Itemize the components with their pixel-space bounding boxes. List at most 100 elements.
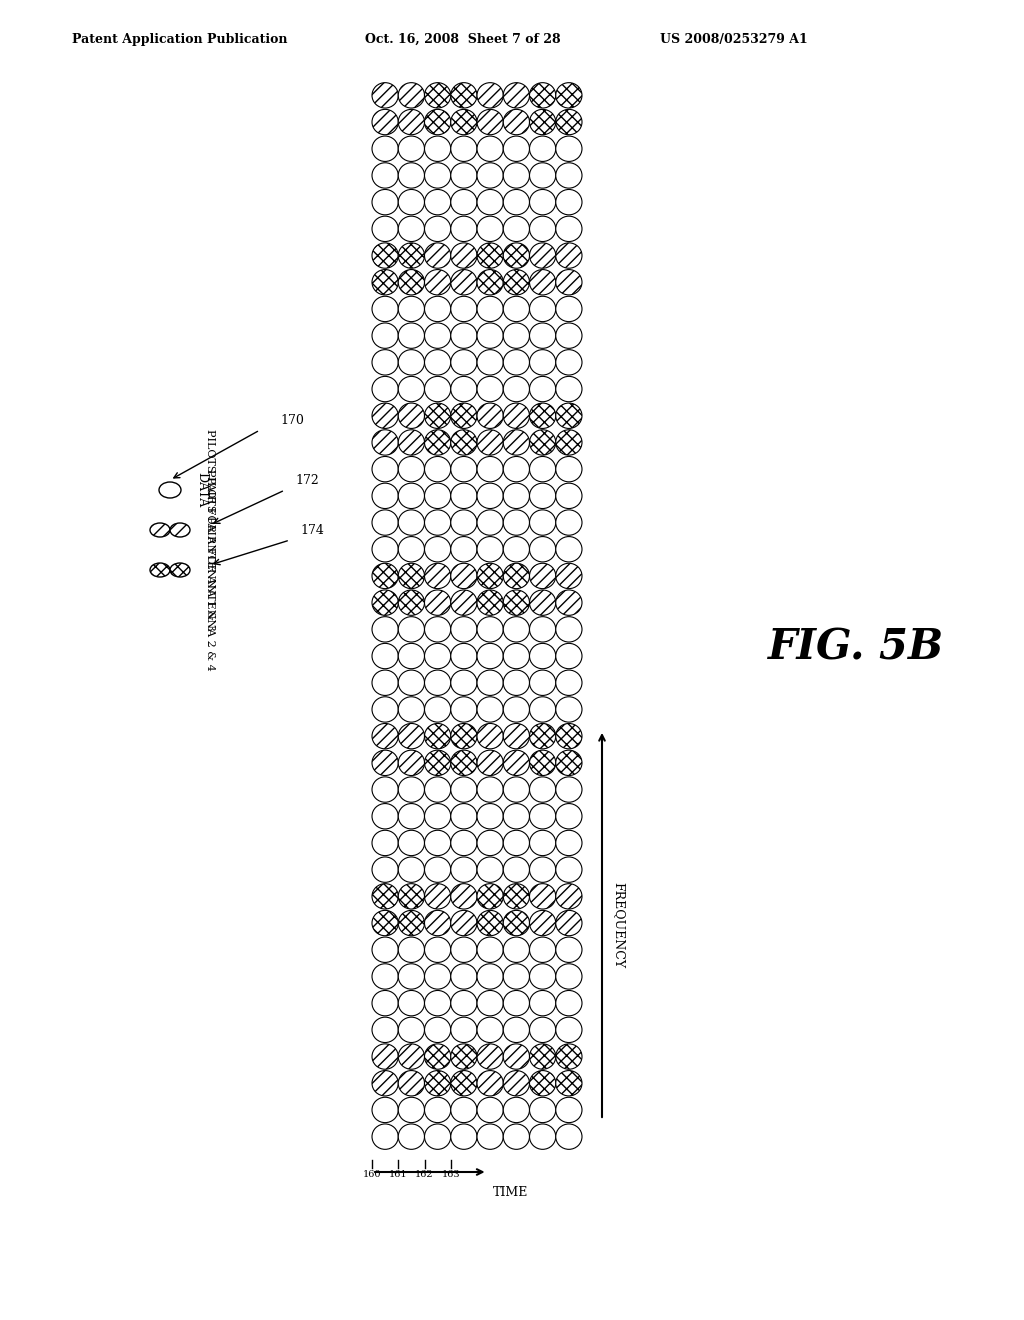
Ellipse shape — [477, 643, 503, 669]
Ellipse shape — [451, 190, 477, 215]
Ellipse shape — [398, 510, 425, 535]
Ellipse shape — [503, 964, 529, 989]
Ellipse shape — [372, 1097, 398, 1122]
Ellipse shape — [425, 590, 451, 615]
Ellipse shape — [372, 643, 398, 669]
Ellipse shape — [556, 1097, 582, 1122]
Ellipse shape — [425, 777, 451, 803]
Ellipse shape — [372, 1071, 398, 1096]
Ellipse shape — [398, 616, 425, 642]
Ellipse shape — [372, 83, 398, 108]
Ellipse shape — [451, 110, 477, 135]
Ellipse shape — [529, 643, 556, 669]
Ellipse shape — [372, 750, 398, 776]
Ellipse shape — [398, 937, 425, 962]
Ellipse shape — [372, 777, 398, 803]
Ellipse shape — [556, 296, 582, 322]
Text: PILOTS PAIR FOR ANTENNA 2 & 4: PILOTS PAIR FOR ANTENNA 2 & 4 — [205, 469, 215, 671]
Ellipse shape — [372, 483, 398, 508]
Ellipse shape — [503, 830, 529, 855]
Ellipse shape — [398, 883, 425, 909]
Ellipse shape — [170, 523, 190, 537]
Ellipse shape — [451, 564, 477, 589]
Ellipse shape — [529, 990, 556, 1016]
Ellipse shape — [451, 483, 477, 508]
Ellipse shape — [503, 403, 529, 429]
Ellipse shape — [451, 269, 477, 294]
Ellipse shape — [451, 777, 477, 803]
Ellipse shape — [451, 510, 477, 535]
Ellipse shape — [529, 671, 556, 696]
Ellipse shape — [425, 376, 451, 401]
Ellipse shape — [372, 883, 398, 909]
Ellipse shape — [398, 83, 425, 108]
Text: PILOTS PAIR FOR ANTENNA 1 & 3: PILOTS PAIR FOR ANTENNA 1 & 3 — [205, 429, 215, 631]
Text: 160: 160 — [362, 1170, 381, 1179]
Ellipse shape — [503, 590, 529, 615]
Ellipse shape — [503, 671, 529, 696]
Ellipse shape — [451, 883, 477, 909]
Ellipse shape — [529, 510, 556, 535]
Ellipse shape — [425, 536, 451, 562]
Ellipse shape — [477, 750, 503, 776]
Ellipse shape — [372, 510, 398, 535]
Ellipse shape — [477, 911, 503, 936]
Ellipse shape — [556, 216, 582, 242]
Ellipse shape — [503, 190, 529, 215]
Text: 172: 172 — [295, 474, 318, 487]
Ellipse shape — [529, 804, 556, 829]
Ellipse shape — [372, 430, 398, 455]
Ellipse shape — [503, 1123, 529, 1150]
Text: DATA: DATA — [195, 473, 208, 508]
Ellipse shape — [372, 1044, 398, 1069]
Ellipse shape — [477, 190, 503, 215]
Ellipse shape — [398, 911, 425, 936]
Ellipse shape — [150, 523, 170, 537]
Ellipse shape — [477, 804, 503, 829]
Ellipse shape — [398, 564, 425, 589]
Ellipse shape — [556, 564, 582, 589]
Ellipse shape — [372, 857, 398, 882]
Ellipse shape — [425, 83, 451, 108]
Ellipse shape — [398, 457, 425, 482]
Ellipse shape — [372, 964, 398, 989]
Ellipse shape — [451, 216, 477, 242]
Ellipse shape — [425, 1123, 451, 1150]
Ellipse shape — [556, 403, 582, 429]
Ellipse shape — [150, 564, 170, 577]
Ellipse shape — [556, 804, 582, 829]
Ellipse shape — [372, 697, 398, 722]
Ellipse shape — [451, 1097, 477, 1122]
Ellipse shape — [503, 616, 529, 642]
Ellipse shape — [477, 1123, 503, 1150]
Ellipse shape — [398, 1018, 425, 1043]
Ellipse shape — [425, 830, 451, 855]
Ellipse shape — [477, 990, 503, 1016]
Ellipse shape — [529, 937, 556, 962]
Ellipse shape — [372, 110, 398, 135]
Ellipse shape — [372, 616, 398, 642]
Ellipse shape — [451, 616, 477, 642]
Ellipse shape — [529, 483, 556, 508]
Ellipse shape — [503, 136, 529, 161]
Ellipse shape — [398, 750, 425, 776]
Ellipse shape — [398, 243, 425, 268]
Ellipse shape — [372, 1123, 398, 1150]
Ellipse shape — [503, 804, 529, 829]
Ellipse shape — [556, 510, 582, 535]
Ellipse shape — [529, 136, 556, 161]
Ellipse shape — [451, 911, 477, 936]
Ellipse shape — [529, 964, 556, 989]
Ellipse shape — [451, 403, 477, 429]
Ellipse shape — [451, 671, 477, 696]
Ellipse shape — [425, 162, 451, 189]
Ellipse shape — [556, 1018, 582, 1043]
Ellipse shape — [398, 1044, 425, 1069]
Ellipse shape — [451, 323, 477, 348]
Ellipse shape — [372, 804, 398, 829]
Ellipse shape — [556, 830, 582, 855]
Ellipse shape — [451, 937, 477, 962]
Ellipse shape — [556, 350, 582, 375]
Ellipse shape — [529, 1097, 556, 1122]
Text: Oct. 16, 2008  Sheet 7 of 28: Oct. 16, 2008 Sheet 7 of 28 — [365, 33, 560, 46]
